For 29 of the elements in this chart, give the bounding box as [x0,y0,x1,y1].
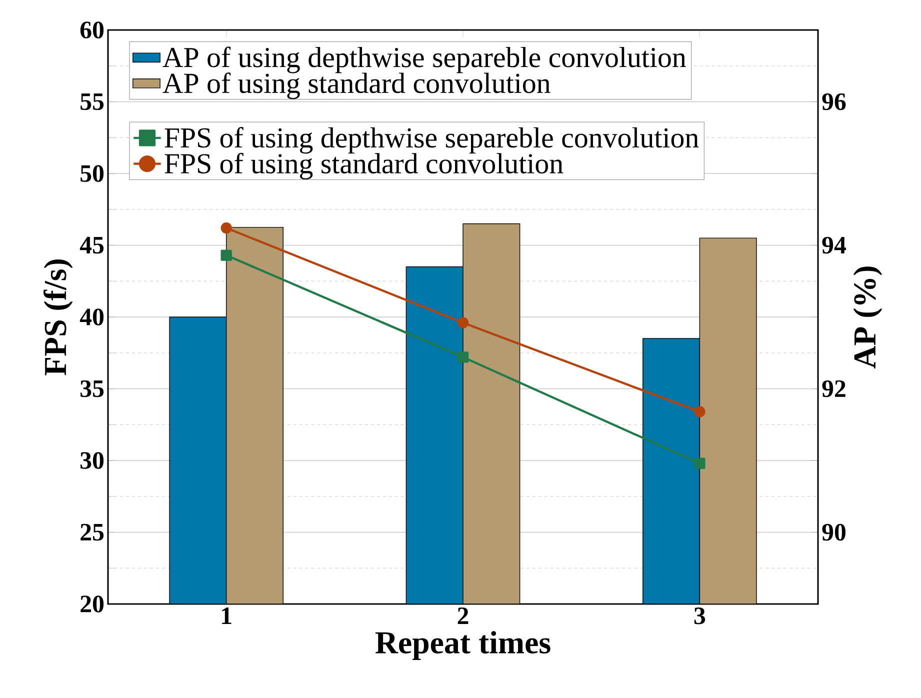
y-axis-title: FPS (f/s) [44,260,73,376]
point [694,406,706,418]
y-tick-label: 50 [80,165,104,182]
y2-tick-label: 90 [822,524,846,541]
point [457,317,469,328]
legend-label: AP of using standard convolution [162,72,550,100]
point [457,352,469,363]
y2-tick-label: 94 [822,236,846,254]
point [220,250,232,261]
legend-label: FPS of using depthwise separeble convolution [164,127,699,154]
x-tick-label: 1 [222,608,232,624]
point [694,458,706,469]
x-tick-label: 3 [694,608,706,624]
y-tick-label: 40 [80,308,104,326]
y2-tick-label: 92 [822,380,846,398]
y-tick-label: 45 [80,236,104,254]
legend-label: FPS of using standard convolution [164,152,564,180]
y-tick-label: 60 [80,22,104,38]
legend-label: AP of using depthwise separeble convolution [162,46,686,74]
point [220,222,232,234]
x-axis-title: Repeat times [375,631,550,660]
y2-axis-title: AP (%) [853,266,882,368]
y-tick-label: 20 [80,596,104,612]
x-tick-label: 2 [458,608,468,624]
y-tick-label: 25 [80,524,104,541]
y2-tick-label: 96 [822,93,846,110]
y-tick-label: 35 [80,380,104,398]
y-tick-label: 55 [80,93,104,110]
y-tick-label: 30 [80,452,104,469]
